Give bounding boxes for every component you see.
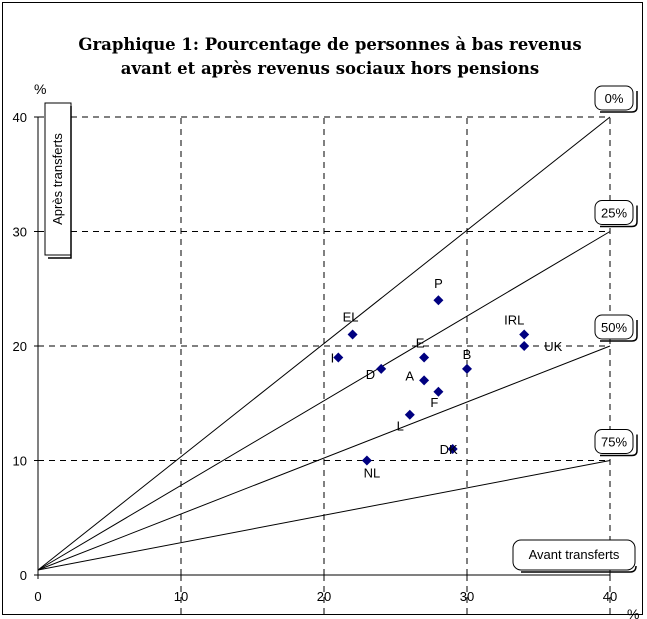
reference-lines bbox=[37, 116, 611, 571]
data-points: P EL IRL UK I E D B A F L DK NL bbox=[331, 276, 563, 480]
data-point-marker bbox=[404, 409, 415, 420]
reference-line bbox=[37, 345, 611, 571]
x-tick-label: 10 bbox=[174, 589, 188, 604]
data-point-label: L bbox=[397, 419, 404, 434]
reference-line bbox=[37, 460, 611, 571]
axis-ticks: 0 10 20 30 40 0 10 20 30 40 bbox=[13, 110, 618, 604]
data-point-label: E bbox=[416, 335, 425, 350]
data-point-label: NL bbox=[364, 466, 381, 481]
reference-line bbox=[37, 231, 611, 571]
chart-title-line-2: avant et après revenus sociaux hors pens… bbox=[121, 59, 539, 78]
data-point-marker bbox=[433, 295, 444, 306]
y-tick-label: 40 bbox=[13, 110, 27, 125]
data-point-marker bbox=[447, 444, 458, 455]
reference-line-label-box bbox=[594, 85, 634, 111]
y-tick-label: 20 bbox=[13, 339, 27, 354]
data-point-label: I bbox=[331, 350, 335, 365]
x-tick-label: 40 bbox=[603, 589, 617, 604]
x-axis-title-box: Avant transferts bbox=[512, 539, 637, 573]
data-point-marker bbox=[347, 329, 358, 340]
data-point-label: P bbox=[434, 276, 443, 291]
reference-line-label: 75% bbox=[601, 435, 627, 450]
data-point-marker bbox=[519, 329, 530, 340]
y-axis-title-box: Après transferts bbox=[44, 102, 72, 259]
reference-line-labels: 0% 25% 50% 75% bbox=[594, 85, 638, 457]
y-unit-label: % bbox=[34, 81, 46, 97]
data-point-label: D bbox=[366, 367, 375, 382]
y-tick-label: 10 bbox=[13, 454, 27, 469]
data-point-marker bbox=[419, 375, 430, 386]
reference-line-label-shadow bbox=[600, 91, 638, 113]
reference-line-label-box bbox=[594, 314, 634, 340]
data-point-marker bbox=[519, 341, 530, 351]
reference-line-label-shadow bbox=[600, 205, 638, 228]
data-point-label: IRL bbox=[504, 313, 524, 328]
data-point-marker bbox=[419, 352, 430, 363]
grid bbox=[38, 116, 611, 619]
data-point-label: B bbox=[463, 347, 472, 362]
reference-line-label-box bbox=[594, 429, 634, 454]
reference-line-label-shadow bbox=[600, 320, 638, 342]
reference-line-label-shadow bbox=[600, 434, 638, 457]
x-tick-label: 0 bbox=[34, 589, 41, 604]
data-point-marker bbox=[361, 455, 372, 466]
y-tick-label: 30 bbox=[13, 225, 27, 240]
reference-line bbox=[37, 116, 611, 571]
data-point-label: DK bbox=[440, 442, 458, 457]
x-tick-label: 20 bbox=[317, 589, 331, 604]
data-point-marker bbox=[462, 363, 472, 374]
chart-title-line-1: Graphique 1: Pourcentage de personnes à … bbox=[78, 35, 581, 54]
y-axis-title: Après transferts bbox=[50, 133, 65, 225]
data-point-marker bbox=[333, 352, 344, 363]
data-point-marker bbox=[433, 386, 444, 397]
reference-line-label-box bbox=[594, 200, 634, 225]
x-tick-label: 30 bbox=[460, 589, 474, 604]
data-point-marker bbox=[376, 363, 387, 374]
data-point-label: UK bbox=[544, 339, 562, 354]
reference-line-label: 0% bbox=[605, 91, 624, 106]
x-axis-title: Avant transferts bbox=[529, 547, 620, 562]
data-point-label: A bbox=[405, 368, 414, 383]
x-unit-label: % bbox=[627, 606, 639, 619]
y-tick-label: 0 bbox=[20, 568, 27, 583]
reference-line-label: 50% bbox=[601, 320, 627, 335]
reference-line-label: 25% bbox=[601, 206, 627, 221]
data-point-label: F bbox=[430, 395, 438, 410]
data-point-label: EL bbox=[343, 310, 359, 325]
